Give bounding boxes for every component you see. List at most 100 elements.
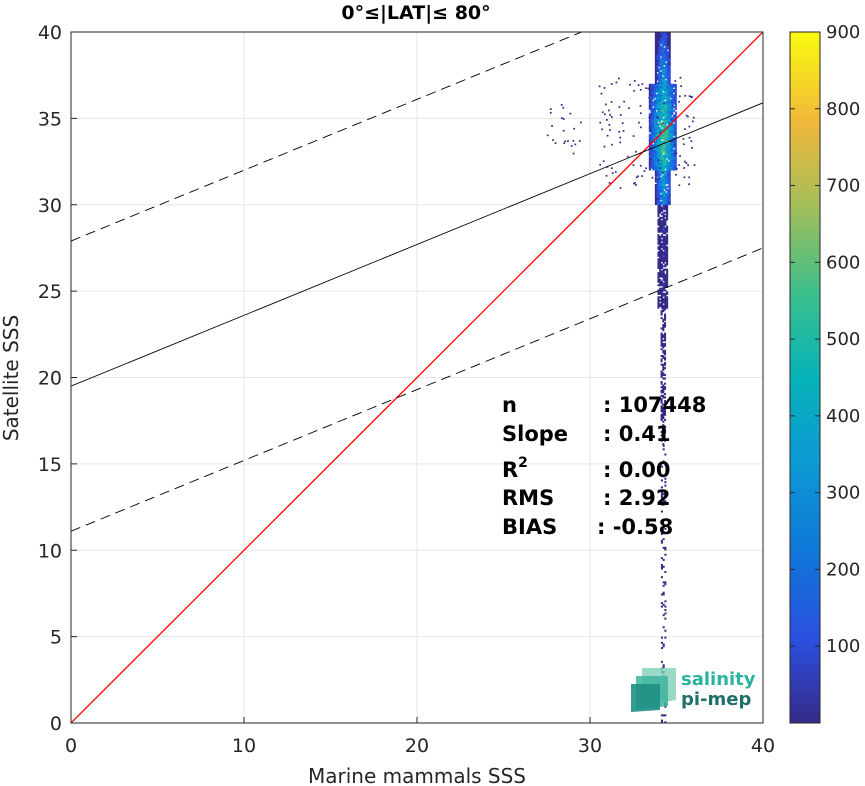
density-bin [659, 280, 662, 283]
density-bin [657, 222, 660, 225]
density-bin [664, 158, 667, 161]
density-bin [654, 165, 657, 168]
density-bin [664, 374, 667, 377]
density-bin [664, 204, 667, 207]
density-bin [673, 97, 676, 100]
density-bin [662, 133, 665, 136]
density-bin [648, 87, 651, 90]
density-bin [693, 164, 696, 166]
density-bin [563, 142, 566, 145]
density-bin [664, 161, 667, 164]
density-bin [660, 51, 663, 54]
density-bin [655, 94, 658, 97]
density-bin [666, 182, 670, 185]
density-bin [654, 171, 657, 174]
density-bin [648, 139, 651, 142]
density-bin [666, 277, 669, 280]
density-bin [664, 453, 667, 456]
density-bin [664, 265, 667, 268]
density-bin [660, 40, 663, 43]
density-bin [662, 410, 665, 413]
line-1-1 [71, 32, 763, 723]
density-bin [660, 63, 663, 66]
density-bin [660, 94, 663, 97]
density-bin [674, 165, 677, 168]
density-bin [664, 114, 667, 117]
density-bin [673, 154, 676, 157]
density-bin [674, 121, 677, 124]
density-bin [656, 64, 659, 67]
density-bin [669, 135, 672, 138]
density-bin [660, 209, 663, 212]
density-bin [606, 119, 608, 121]
density-bin [662, 406, 665, 409]
density-bin [652, 166, 655, 169]
stat-bias-value: : -0.58 [597, 515, 673, 539]
density-bin [664, 581, 667, 584]
density-bin [662, 158, 665, 161]
density-bin [671, 95, 674, 98]
density-bin [660, 355, 663, 358]
density-bin [661, 192, 664, 195]
density-bin [657, 284, 660, 287]
density-bin [666, 185, 670, 188]
density-bin [648, 94, 651, 97]
density-bin [656, 37, 659, 40]
density-bin [657, 161, 660, 164]
density-bin [660, 42, 663, 45]
density-bin [652, 90, 655, 93]
density-bin [664, 349, 667, 352]
density-bin [662, 232, 665, 235]
density-bin [664, 284, 667, 287]
density-bin [657, 137, 660, 140]
density-bin [662, 363, 665, 366]
density-bin [664, 142, 667, 145]
density-bin [660, 415, 663, 418]
density-bin [660, 280, 663, 283]
density-bin [664, 285, 667, 288]
density-bin [650, 165, 653, 168]
density-bin [658, 64, 661, 67]
density-bin [660, 113, 663, 116]
stat-r2-base: R [502, 458, 518, 482]
density-bin [660, 380, 663, 383]
density-bin [660, 410, 663, 413]
density-bin [665, 171, 668, 174]
x-tick-label: 10 [232, 735, 256, 757]
density-bin [660, 85, 663, 88]
density-bin [660, 75, 663, 78]
density-bin [662, 417, 665, 420]
density-bin [664, 235, 667, 238]
density-bin [666, 33, 670, 36]
density-bin [666, 35, 670, 38]
density-bin [650, 158, 652, 161]
density-bin [668, 52, 671, 55]
density-bin [668, 73, 671, 76]
density-bin [662, 372, 665, 375]
density-bin [660, 142, 663, 145]
density-bin [657, 220, 660, 223]
density-bin [662, 106, 665, 109]
density-bin [669, 146, 672, 149]
density-bin [664, 102, 667, 105]
density-bin [659, 282, 662, 285]
density-bin [662, 161, 665, 164]
density-bin [656, 170, 659, 173]
density-bin [662, 213, 665, 216]
density-bin [652, 147, 655, 150]
density-bin [676, 167, 678, 170]
density-bin [671, 89, 674, 92]
density-bin [660, 99, 663, 102]
density-bin [662, 230, 665, 233]
density-bin [650, 127, 653, 130]
stat-r2-sup: 2 [518, 455, 528, 471]
density-bin [665, 66, 668, 69]
density-bin [648, 90, 651, 93]
density-bin [667, 121, 670, 124]
density-bin [662, 104, 665, 107]
density-bin [668, 192, 671, 195]
density-bin [668, 194, 671, 197]
density-bin [666, 59, 670, 62]
density-bin [650, 99, 653, 102]
density-bin [654, 114, 657, 117]
